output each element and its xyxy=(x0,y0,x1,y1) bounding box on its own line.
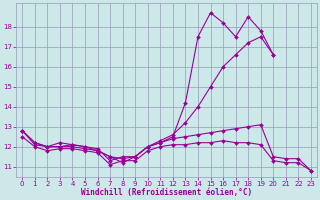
X-axis label: Windchill (Refroidissement éolien,°C): Windchill (Refroidissement éolien,°C) xyxy=(81,188,252,197)
